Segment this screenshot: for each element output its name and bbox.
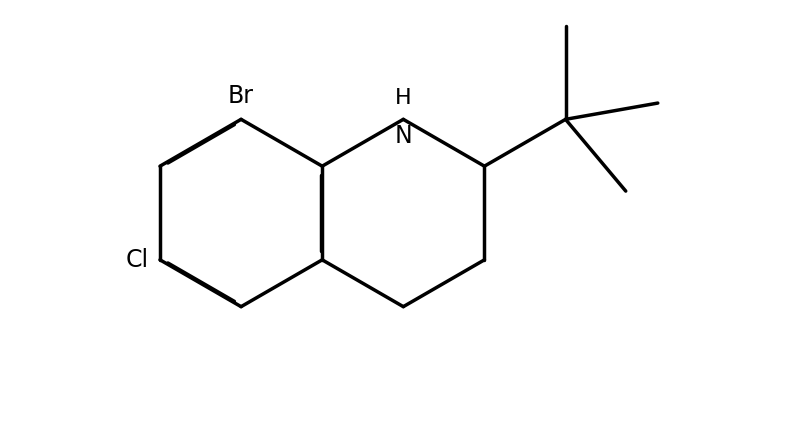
Text: Br: Br (228, 84, 254, 108)
Text: N: N (394, 124, 412, 148)
Text: Cl: Cl (126, 248, 149, 272)
Text: H: H (395, 88, 411, 108)
